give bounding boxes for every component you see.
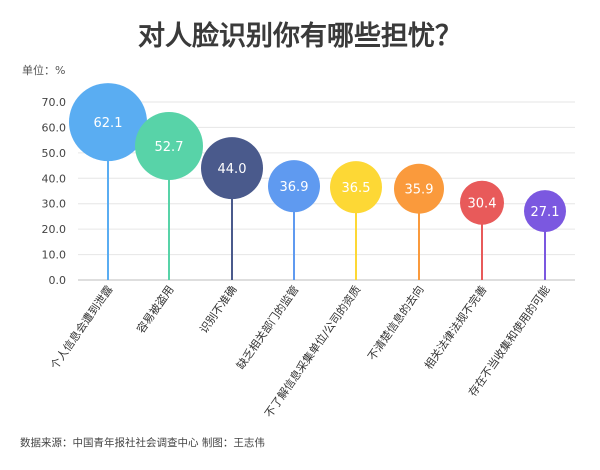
category-label: 相关法律法规不完善: [421, 283, 489, 372]
value-label: 36.5: [342, 181, 371, 196]
bubbles: 62.1 52.7 44.0 36.9 36.5 35.9 30.4 27.1: [69, 83, 566, 233]
source-note: 数据来源：中国青年报社社会调查中心 制图：王志伟: [20, 436, 265, 449]
bubble: [330, 161, 382, 214]
bubble: [394, 163, 444, 214]
y-tick-label: 70.0: [42, 96, 67, 109]
category-label: 不清楚信息的去向: [365, 283, 427, 363]
y-axis: 0.0 10.0 20.0 30.0 40.0 50.0 60.0 70.0: [42, 96, 67, 287]
unit-label: 单位：%: [22, 63, 65, 77]
value-label: 27.1: [531, 205, 560, 220]
value-label: 52.7: [155, 140, 184, 155]
value-label: 35.9: [405, 183, 434, 198]
value-label: 44.0: [218, 162, 247, 177]
y-tick-label: 60.0: [42, 121, 67, 134]
bubble: [201, 137, 263, 200]
y-tick-label: 40.0: [42, 172, 67, 185]
category-label: 个人信息会遭到泄露: [47, 283, 115, 372]
value-label: 30.4: [468, 197, 497, 212]
y-tick-label: 20.0: [42, 223, 67, 236]
y-tick-label: 50.0: [42, 147, 67, 160]
category-label: 识别不准确: [197, 283, 239, 336]
y-tick-label: 30.0: [42, 198, 67, 211]
value-label: 36.9: [280, 180, 309, 195]
bubble: [69, 83, 147, 162]
bubble: [524, 190, 566, 233]
chart-title: 对人脸识别你有哪些担忧？: [138, 20, 462, 52]
y-tick-label: 0.0: [49, 274, 67, 287]
bubble: [460, 180, 504, 225]
value-label: 62.1: [94, 116, 123, 131]
bubble: [135, 111, 203, 180]
y-tick-label: 10.0: [42, 249, 67, 262]
x-axis: 个人信息会遭到泄露 容易被盗用 识别不准确缺乏相关部门的监管不了解信息采集单位/公司…: [47, 283, 552, 420]
category-label: 缺乏相关部门的监管: [233, 283, 301, 372]
category-label: 容易被盗用: [133, 283, 176, 336]
bubble: [268, 160, 320, 213]
